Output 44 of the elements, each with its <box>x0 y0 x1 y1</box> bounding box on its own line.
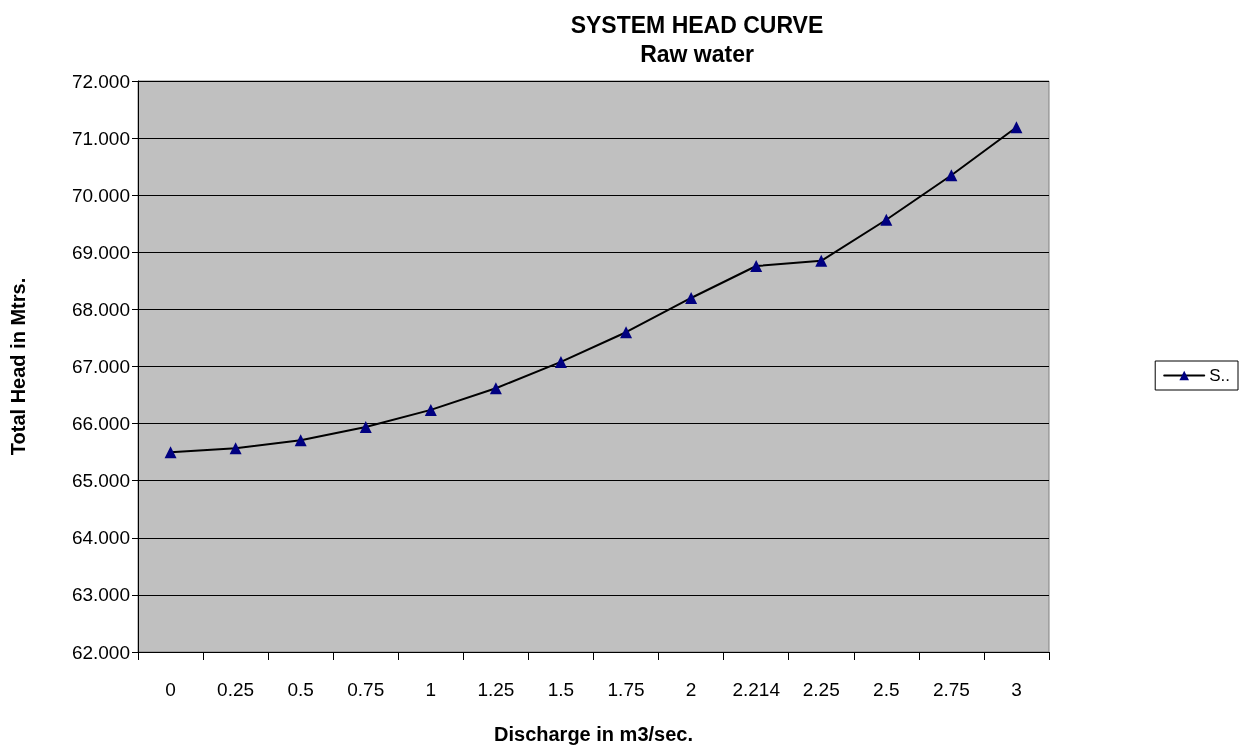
point <box>554 355 567 368</box>
point <box>750 260 763 272</box>
y-axis-title: Total Head in Mtrs. <box>7 277 29 456</box>
point <box>489 382 502 395</box>
point <box>620 326 633 339</box>
x-tick-label: 2.5 <box>873 679 900 700</box>
point <box>164 446 177 459</box>
y-tick-label: 65.000 <box>71 470 130 492</box>
point <box>1010 121 1023 134</box>
x-tick-label: 1.5 <box>547 679 575 700</box>
y-tick-label: 70.000 <box>71 184 130 206</box>
x-tick-label: 2.214 <box>732 679 781 700</box>
y-tick-label: 68.000 <box>71 298 130 320</box>
y-tick-label: 67.000 <box>71 356 130 377</box>
x-tick-label: 0 <box>165 679 176 700</box>
y-tick-label: 71.000 <box>71 127 130 149</box>
x-tick-label: 0.75 <box>347 679 385 700</box>
x-tick-label: 2.25 <box>802 679 840 700</box>
y-tick-label: 66.000 <box>71 413 130 435</box>
chart-subtitle: Raw water <box>640 40 754 67</box>
point <box>880 213 893 226</box>
y-tick-label: 69.000 <box>71 241 130 263</box>
y-tick-label: 63.000 <box>71 584 130 606</box>
chart-title: SYSTEM HEAD CURVE <box>570 11 824 38</box>
point <box>424 403 437 416</box>
y-tick-label: 64.000 <box>71 527 130 549</box>
point <box>294 434 307 447</box>
x-tick-label: 0.25 <box>217 679 255 700</box>
point <box>945 169 958 182</box>
legend-label: S.. <box>1209 366 1231 385</box>
x-tick-label: 0.5 <box>287 679 314 700</box>
x-tick-label: 1 <box>425 679 437 700</box>
y-tick-label: 62.000 <box>71 641 130 663</box>
x-tick-label: 1.75 <box>607 679 645 700</box>
x-tick-label: 3 <box>1011 679 1022 700</box>
point <box>815 254 828 267</box>
x-axis-title: Discharge in m3/sec. <box>494 723 693 745</box>
point <box>685 291 698 304</box>
x-tick-label: 2 <box>685 679 697 700</box>
point <box>359 421 372 434</box>
x-tick-label: 2.75 <box>932 679 970 700</box>
x-tick-label: 1.25 <box>477 679 515 700</box>
point <box>229 442 242 455</box>
y-tick-label: 72.000 <box>71 70 130 92</box>
